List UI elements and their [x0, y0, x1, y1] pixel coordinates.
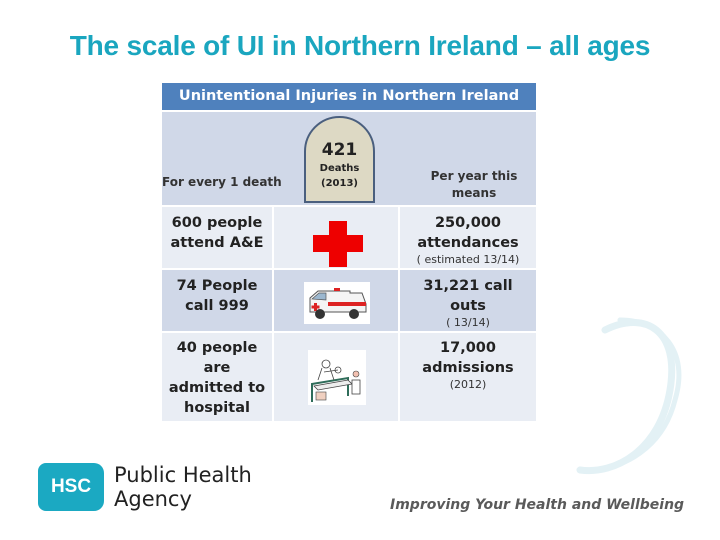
table-row: 40 people are admitted to hospital 1: [162, 333, 536, 421]
deaths-year: (2013): [321, 178, 358, 189]
hospital-bed-icon: [308, 350, 366, 405]
row-right-value: outs: [450, 298, 486, 314]
row-right-cell: 31,221 call outs ( 13/14): [400, 270, 536, 331]
agency-name-line2: Agency: [114, 487, 192, 511]
row-left-text: admitted to: [168, 380, 266, 396]
row-icon-cell: [274, 333, 398, 421]
deaths-count: 421: [321, 140, 358, 160]
infographic-header: Unintentional Injuries in Northern Irela…: [162, 83, 536, 110]
row-right-cell: 17,000 admissions (2012): [400, 333, 536, 421]
table-row: 600 people attend A&E 250,000 attendance…: [162, 207, 536, 268]
tagline: Improving Your Health and Wellbeing: [390, 497, 685, 513]
deaths-label: Deaths: [319, 163, 360, 174]
row-right-note: ( estimated 13/14): [416, 253, 520, 266]
row-right-note: ( 13/14): [446, 316, 490, 329]
tombstone-icon: 421 Deaths (2013): [304, 116, 375, 203]
agency-name-line1: Public Health: [114, 463, 252, 487]
row-left-text: hospital: [184, 400, 250, 416]
row-left-text: 74 People: [176, 278, 258, 294]
row-right-value: 250,000: [434, 215, 502, 231]
row-left-cell: 40 people are admitted to hospital: [162, 333, 272, 421]
row-left-text: attend A&E: [170, 235, 264, 251]
row-left-cell: 74 People call 999: [162, 270, 272, 331]
infographic-subheader: For every 1 death 421 Deaths (2013) Per …: [162, 112, 536, 205]
row-right-cell: 250,000 attendances ( estimated 13/14): [400, 207, 536, 268]
row-right-note: (2012): [449, 378, 487, 391]
row-left-text: 600 people: [171, 215, 263, 231]
red-cross-icon: [313, 221, 363, 267]
hsc-logo-badge: HSC: [38, 463, 104, 511]
row-left-cell: 600 people attend A&E: [162, 207, 272, 268]
per-year-label: Per year this means: [424, 168, 524, 202]
infographic: Unintentional Injuries in Northern Irela…: [162, 83, 536, 421]
row-right-value: 31,221 call: [423, 278, 513, 294]
ambulance-icon: [304, 282, 370, 324]
row-icon-cell: [274, 270, 398, 331]
row-left-text: 40 people: [176, 340, 258, 356]
agency-name: Public Health Agency: [114, 463, 252, 511]
per-year-line2: means: [451, 186, 497, 200]
row-left-text: are: [203, 360, 231, 376]
slide-title: The scale of UI in Northern Ireland – al…: [69, 30, 651, 61]
row-right-value: attendances: [417, 235, 519, 251]
row-right-value: admissions: [422, 360, 514, 376]
swoosh-decoration-icon: [576, 317, 682, 475]
row-icon-cell: [274, 207, 398, 268]
per-year-line1: Per year this: [430, 169, 518, 183]
table-row: 74 People call 999 31,221 call outs: [162, 270, 536, 331]
row-left-text: call 999: [185, 298, 249, 314]
for-every-death-label: For every 1 death: [162, 175, 282, 189]
row-right-value: 17,000: [440, 340, 496, 356]
